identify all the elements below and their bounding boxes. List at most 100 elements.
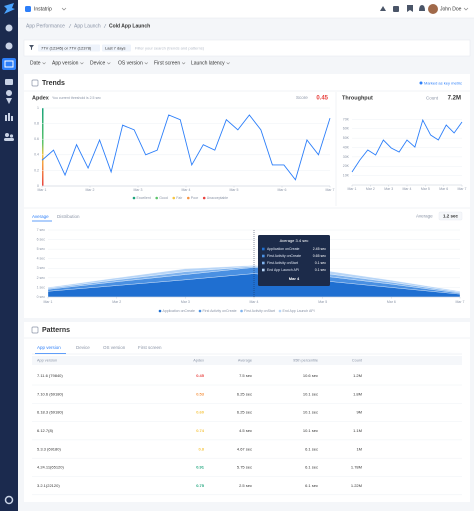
y-tick-label: 4 sec [37, 257, 46, 261]
nav-icon[interactable] [5, 42, 13, 50]
dropdown[interactable]: Date [30, 61, 41, 67]
column-header[interactable]: 95th percentile [293, 359, 318, 363]
table-cell: 6.25 sec [237, 391, 252, 396]
breadcrumb-item[interactable]: App Performance [26, 23, 65, 29]
nav-icon[interactable] [5, 115, 7, 121]
tooltip-value: 0.1 sec [315, 268, 327, 272]
key-metric[interactable]: Marked as key metric [424, 80, 462, 85]
caret [42, 62, 46, 65]
top-icon[interactable] [419, 5, 425, 11]
legend-swatch [186, 196, 190, 200]
y-tick-label: 60K [343, 127, 350, 131]
filter-bar[interactable] [23, 39, 471, 57]
tooltip-swatch [262, 261, 265, 265]
y-tick-label: 70K [343, 117, 350, 121]
caret [463, 7, 469, 11]
logo[interactable] [4, 3, 15, 14]
tooltip-date: Mar 4 [289, 276, 300, 281]
top-icon[interactable] [380, 6, 386, 11]
dropdown[interactable]: Device [90, 61, 106, 67]
app-icon [25, 6, 31, 12]
breadcrumb-item[interactable]: App Launch [74, 23, 101, 29]
y-tick-label: 1 [37, 106, 39, 110]
patterns-icon [31, 326, 39, 334]
x-tick-label: Mar 1 [38, 188, 47, 192]
settings-icon[interactable] [4, 495, 14, 505]
y-tick-label: 5 sec [37, 247, 46, 251]
nav-icon[interactable] [5, 133, 9, 137]
legend-label: First Activity onStart [244, 309, 275, 313]
caret [80, 62, 84, 65]
legend-swatch [202, 196, 206, 200]
tab-active[interactable]: Average [32, 214, 49, 219]
nav-icon[interactable] [5, 79, 13, 85]
dropdown[interactable]: Launch latency [191, 61, 225, 67]
x-tick-label: Mar 2 [366, 187, 375, 191]
x-tick-label: Mar 4 [182, 188, 191, 192]
chart-title: Throughput [342, 95, 373, 101]
y-tick-label: 0 sec [37, 295, 46, 299]
nav-active[interactable] [2, 58, 16, 70]
user-name[interactable]: John Doe [440, 7, 462, 13]
nav-icon [8, 113, 10, 121]
column-header[interactable]: Apdex [193, 359, 204, 363]
legend-label: End App Launch API [282, 309, 314, 313]
dropdown[interactable]: First screen [154, 61, 180, 67]
tooltip-title: Average 3.4 sec [280, 238, 309, 243]
tab[interactable]: First screen [138, 345, 162, 350]
tooltip-name: End App Launch API [267, 268, 299, 272]
column-header[interactable]: Average [238, 359, 252, 363]
tab[interactable]: OS version [103, 345, 126, 350]
x-tick-label: Mar 7 [456, 300, 465, 304]
chart-title: Apdex [32, 95, 50, 101]
top-icon[interactable] [393, 6, 399, 12]
tab[interactable]: Distribution [57, 214, 80, 219]
caret [61, 7, 67, 11]
tooltip-name: First Activity onStart [267, 261, 298, 265]
table-cell: 3.2.1(22120) [37, 483, 60, 488]
table-cell: 0.8 [198, 446, 204, 451]
tooltip [258, 235, 330, 286]
average-label: Average [416, 213, 433, 218]
y-tick-label: 0.8 [34, 122, 39, 126]
table-cell: 6.1 sec [305, 446, 318, 451]
table-header-bg [32, 356, 462, 365]
x-tick-label: Mar 4 [403, 187, 412, 191]
nav-icon [9, 134, 14, 138]
table-cell: 1.8M [353, 391, 362, 396]
table-cell: 6.25 sec [237, 410, 252, 415]
tooltip-swatch [262, 268, 265, 272]
x-tick-label: Mar 5 [318, 300, 327, 304]
table-cell: 7.10.6 (69180) [37, 391, 64, 396]
x-tick-label: Mar 3 [384, 187, 393, 191]
tooltip-name: First Activity onCreate [267, 254, 301, 258]
tab[interactable]: Device [76, 345, 90, 350]
top-icon[interactable] [407, 5, 413, 12]
filter-placeholder[interactable]: Filter your search (trends and patterns) [135, 45, 205, 50]
tab-active[interactable]: App version [37, 345, 61, 350]
app-name[interactable]: Instatrip [34, 7, 52, 13]
legend-swatch [158, 309, 162, 313]
table-cell: 7.11.6 (79840) [37, 373, 63, 378]
caret [107, 62, 111, 65]
filter-chip-text: 7TV (12345) or 7TV (12378) [41, 45, 92, 50]
column-header[interactable]: Count [352, 359, 363, 363]
nav-icon[interactable] [6, 90, 13, 104]
legend-swatch [198, 309, 202, 313]
x-tick-label: Mar 6 [439, 187, 448, 191]
nav-icon[interactable] [5, 24, 13, 32]
y-tick-label: 1 sec [37, 285, 46, 289]
count-value: 7.2M [448, 96, 461, 102]
filter-chip[interactable] [38, 44, 100, 52]
avatar[interactable] [428, 4, 438, 14]
x-tick-label: Mar 4 [250, 300, 259, 304]
dropdown[interactable]: OS version [118, 61, 143, 67]
filter-icon [29, 45, 34, 50]
dropdown[interactable]: App version [52, 61, 79, 67]
legend-swatch [240, 309, 243, 313]
filter-chip[interactable] [102, 44, 131, 52]
legend-swatch [278, 309, 282, 313]
tooltip-value: 2.45 sec [313, 247, 326, 251]
line [41, 114, 331, 181]
